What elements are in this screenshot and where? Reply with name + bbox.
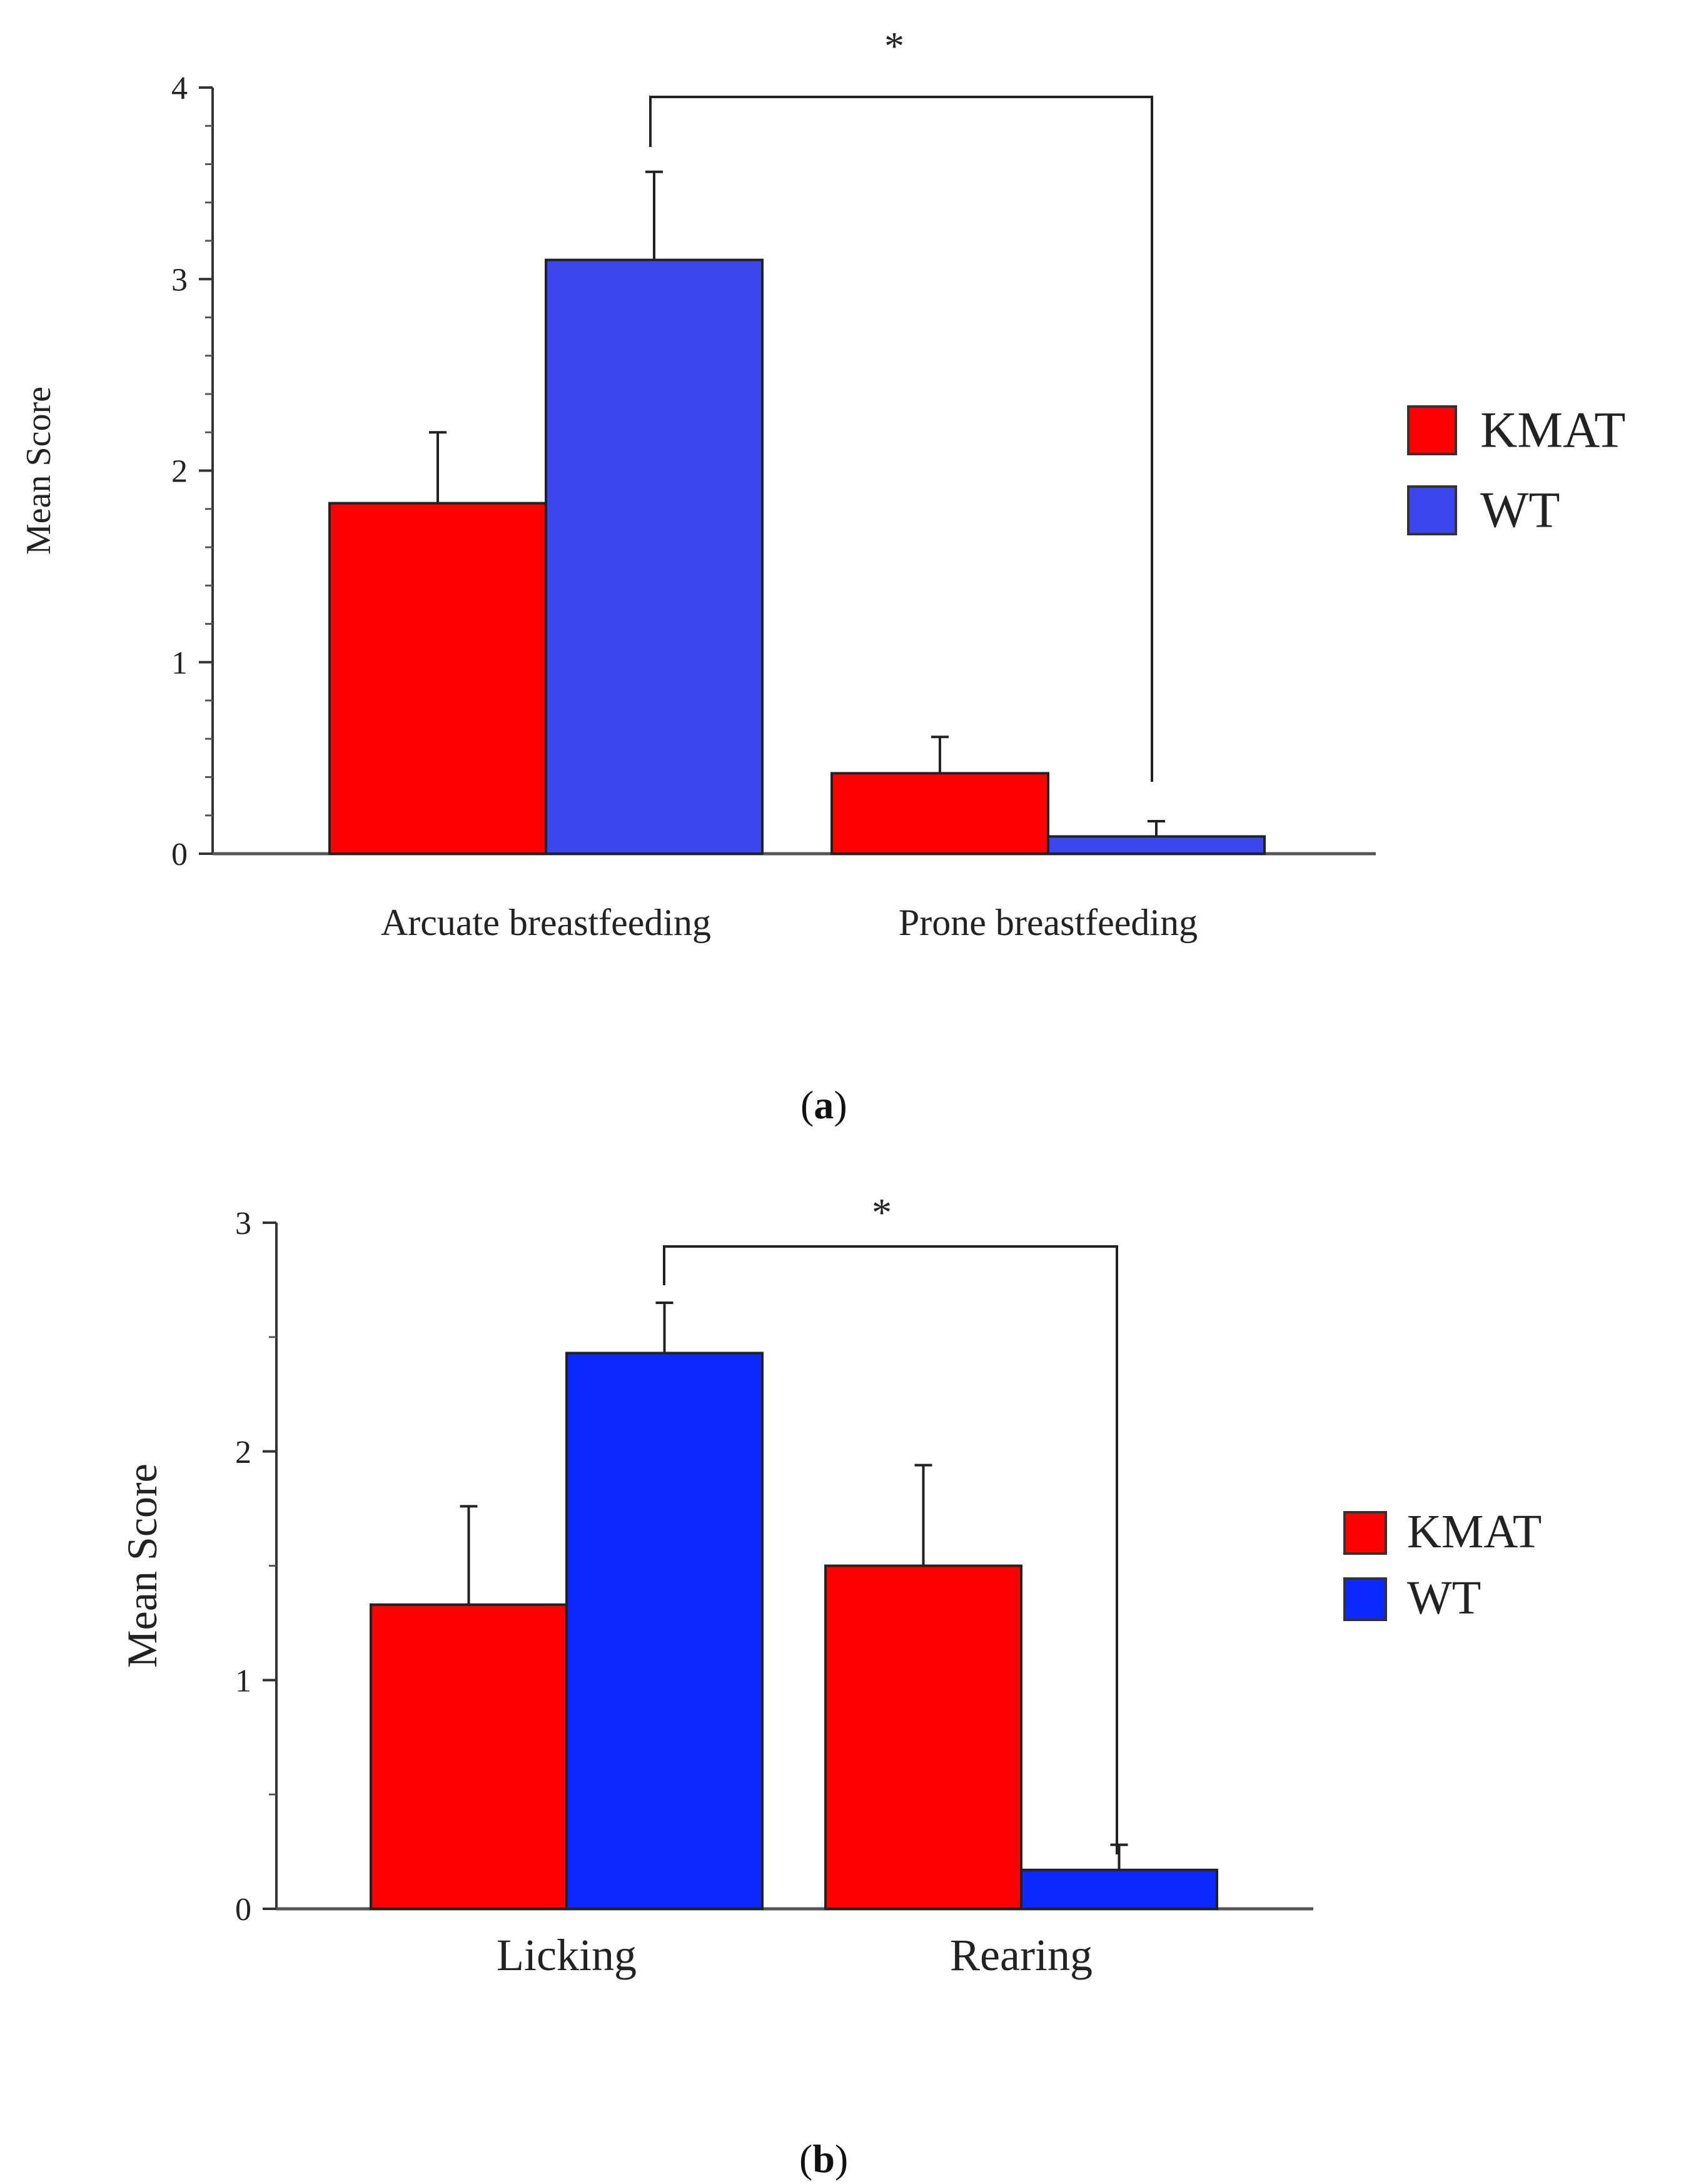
panel-label-a: (a) (800, 1083, 847, 1127)
bar-wt-arcuate-breastfeeding (545, 258, 764, 855)
y-axis-label: Mean Score (118, 1464, 166, 1668)
chart-panel-a: 0 1 2 3 4 Mean Score Arcuate breastfeeding Pron… (19, 24, 1625, 943)
significance-bracket (663, 1245, 1118, 1854)
significance-bracket (649, 96, 1153, 782)
legend-swatch-kmat (1407, 405, 1457, 455)
y-tick-label: 1 (171, 645, 188, 681)
legend-label-wt: WT (1407, 1572, 1481, 1624)
bar-wt-rearing (1020, 1868, 1218, 1911)
bar-kmat-prone-breastfeeding (830, 772, 1049, 855)
significance-star: * (884, 24, 904, 68)
y-tick-label: 3 (171, 262, 188, 298)
bar-wt-prone-breastfeeding (1047, 835, 1266, 855)
y-tick-label: 4 (171, 71, 188, 106)
y-tick-label: 3 (235, 1206, 251, 1241)
y-axis-label: Mean Score (19, 387, 58, 555)
x-category-label: Arcuate breastfeeding (381, 902, 711, 943)
bar-wt-licking (565, 1352, 764, 1910)
y-tick-label: 2 (235, 1435, 251, 1470)
legend-swatch-kmat (1343, 1511, 1387, 1555)
x-category-label: Licking (497, 1930, 637, 1980)
bar-kmat-licking (370, 1603, 568, 1910)
x-category-label: Prone breastfeeding (899, 902, 1198, 943)
chart-panel-b: 0 1 2 3 Mean Score Licking Rearing * KMAT WT (118, 1190, 1542, 1980)
y-tick-label: 1 (235, 1664, 251, 1699)
legend-label-kmat: KMAT (1480, 402, 1625, 458)
bar-kmat-arcuate-breastfeeding (328, 502, 547, 855)
y-tick-label: 0 (171, 837, 188, 872)
panel-label-b: (b) (799, 2136, 849, 2181)
x-category-label: Rearing (950, 1930, 1093, 1980)
legend-label-wt: WT (1480, 482, 1560, 538)
significance-star: * (872, 1190, 892, 1235)
y-tick-label: 2 (171, 454, 188, 490)
legend-swatch-wt (1407, 485, 1457, 535)
y-tick-label: 0 (235, 1892, 251, 1928)
legend-label-kmat: KMAT (1407, 1505, 1542, 1558)
bar-kmat-rearing (824, 1564, 1022, 1910)
legend-swatch-wt (1343, 1577, 1387, 1621)
